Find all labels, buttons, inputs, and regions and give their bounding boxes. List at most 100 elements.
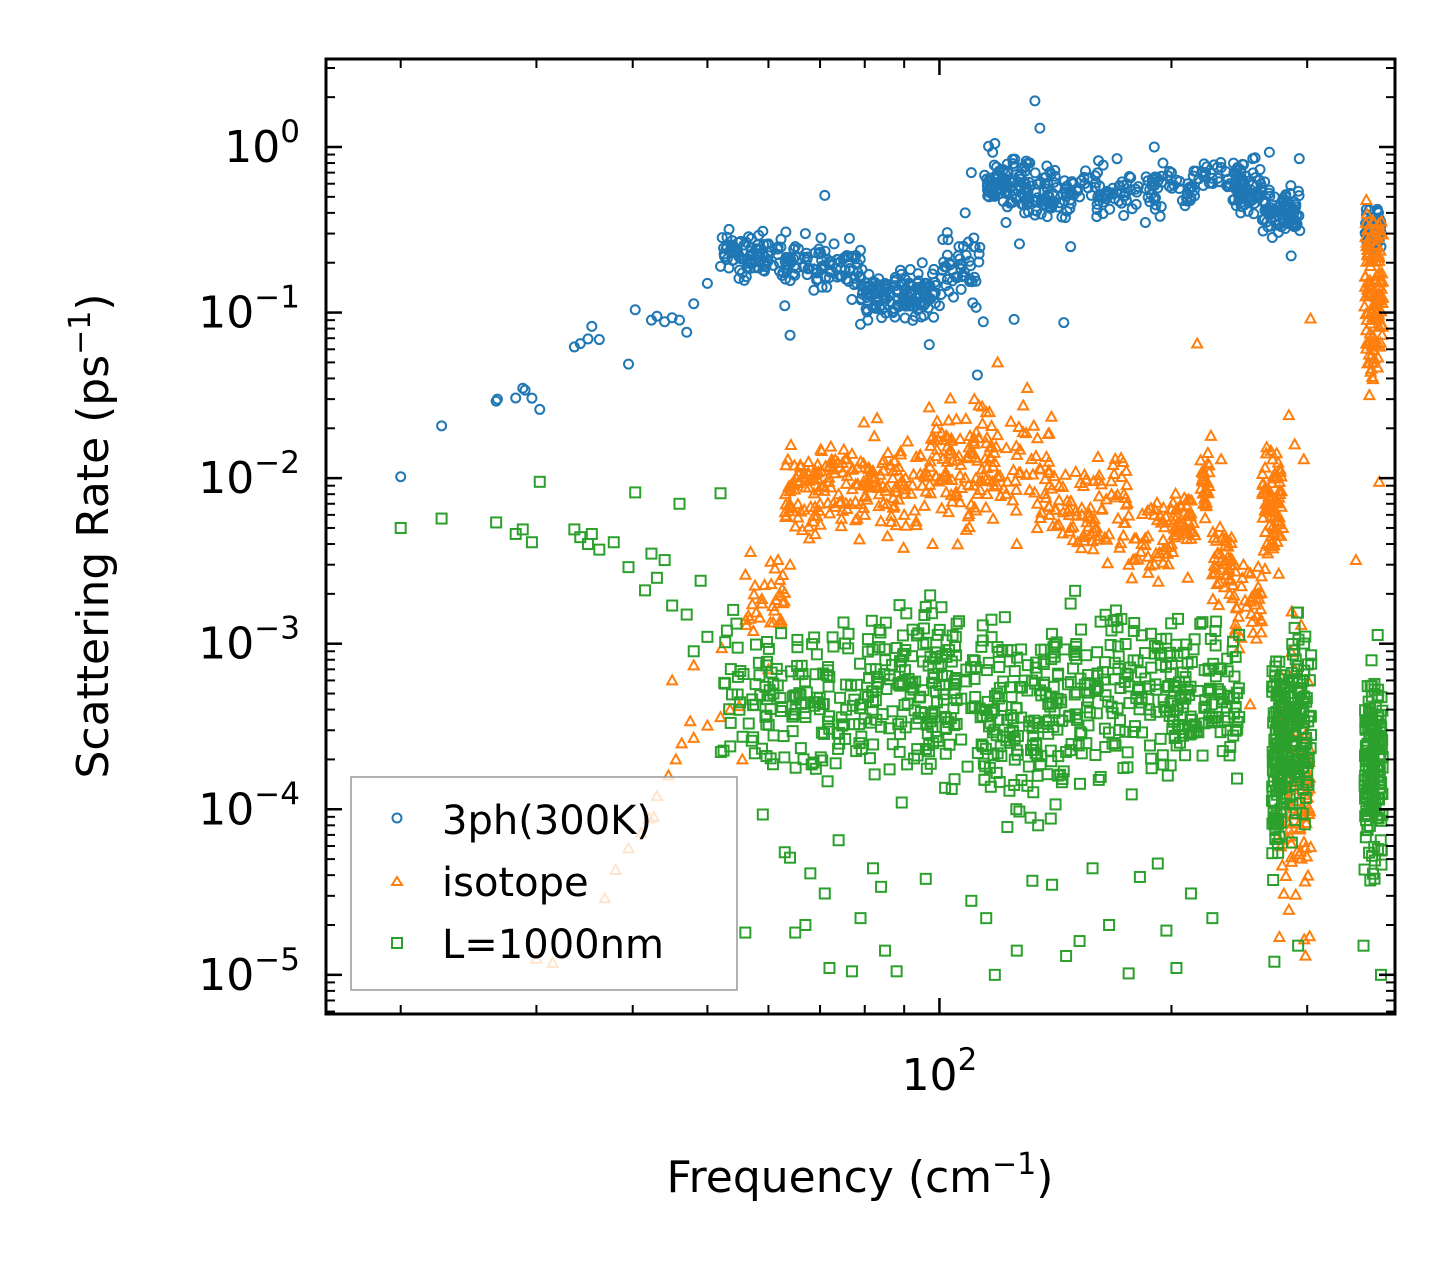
data-point xyxy=(1147,507,1161,520)
data-point-band xyxy=(761,635,774,648)
data-point xyxy=(658,554,671,567)
data-point-band xyxy=(1169,528,1184,541)
data-point-band xyxy=(1359,192,1374,206)
data-point-band xyxy=(1051,723,1064,736)
data-point-band xyxy=(880,529,895,542)
data-point-band xyxy=(1083,526,1098,539)
data-point xyxy=(395,471,407,483)
data-point-band xyxy=(812,273,824,285)
data-point-band xyxy=(892,293,904,305)
data-point-band xyxy=(832,495,847,508)
data-point-band xyxy=(1024,811,1037,824)
data-point-band xyxy=(1172,514,1187,527)
data-point-band xyxy=(1232,189,1244,201)
data-point-band xyxy=(1015,168,1027,180)
data-point-band xyxy=(1205,167,1217,179)
data-point-band xyxy=(1125,788,1138,801)
data-point-band xyxy=(1123,697,1136,710)
data-point xyxy=(846,293,858,305)
data-point-band xyxy=(1248,208,1260,220)
data-point-band xyxy=(979,500,993,513)
data-point xyxy=(1251,586,1265,599)
data-point-band xyxy=(1120,478,1134,491)
data-point-band xyxy=(1030,656,1043,669)
data-point-band xyxy=(893,599,906,612)
data-point-band xyxy=(1242,205,1254,217)
data-point-band xyxy=(1258,460,1272,473)
data-point-band xyxy=(1271,496,1285,509)
data-point xyxy=(629,304,641,316)
data-point-band xyxy=(1374,214,1389,227)
data-point-band xyxy=(921,468,936,481)
data-point-band xyxy=(1106,737,1119,750)
data-point-band xyxy=(1039,490,1053,503)
data-point xyxy=(490,516,503,529)
data-point-band xyxy=(1087,512,1101,525)
data-point-band xyxy=(1138,538,1153,551)
data-point-band xyxy=(724,663,737,676)
data-point-band xyxy=(1248,597,1262,610)
y-tick-label-exponent: −3 xyxy=(254,611,300,647)
data-point-band xyxy=(872,499,886,512)
data-point-band xyxy=(1135,629,1148,642)
data-point-band xyxy=(1172,676,1185,689)
data-point-band xyxy=(1125,571,1139,584)
data-point-band xyxy=(1272,201,1284,213)
data-point-band xyxy=(1166,495,1180,508)
data-point-band xyxy=(935,601,948,614)
data-point-band xyxy=(1275,858,1290,871)
data-point-band xyxy=(834,691,847,704)
data-point-band xyxy=(1075,623,1088,636)
data-point-band xyxy=(764,752,777,765)
y-tick-label: 10−4 xyxy=(198,776,300,835)
data-point-band xyxy=(1297,835,1311,848)
data-point-band xyxy=(1267,874,1280,887)
data-point-band xyxy=(964,661,977,674)
data-point-band xyxy=(1246,625,1260,638)
data-point-band xyxy=(991,161,1003,173)
data-point-band xyxy=(1092,468,1106,481)
data-point-band xyxy=(842,642,855,655)
data-point xyxy=(673,314,685,326)
data-point-band xyxy=(781,452,795,465)
data-point xyxy=(533,475,546,488)
data-point-band xyxy=(982,656,995,669)
data-point-band xyxy=(1210,577,1224,590)
data-point-band xyxy=(1368,228,1382,242)
data-point-band xyxy=(1119,638,1132,651)
data-point-band xyxy=(986,511,1000,524)
data-point-band xyxy=(1272,205,1284,217)
data-point-band xyxy=(1213,519,1227,533)
data-point xyxy=(989,137,1001,149)
data-point-band xyxy=(1145,762,1158,775)
data-point-band xyxy=(1052,493,1066,506)
y-tick-label-base: 10 xyxy=(198,784,254,835)
data-point-band xyxy=(1008,473,1023,486)
data-point-band xyxy=(748,747,761,760)
data-point-band xyxy=(1199,700,1212,713)
data-point-band xyxy=(1157,520,1172,533)
data-point xyxy=(1063,520,1078,533)
legend-box xyxy=(350,776,738,991)
data-point-band xyxy=(1163,180,1175,192)
data-point-band xyxy=(1072,185,1084,197)
data-point-band xyxy=(1291,765,1304,778)
data-point-band xyxy=(1157,758,1170,771)
data-point-band xyxy=(1023,719,1036,732)
data-point-band xyxy=(1222,571,1237,584)
data-point-band xyxy=(1141,529,1155,542)
data-point xyxy=(1073,935,1086,948)
data-point-band xyxy=(1375,290,1390,303)
data-point-band xyxy=(987,479,1001,492)
data-point-band xyxy=(1298,948,1313,961)
legend: 3ph(300K) isotope L=1000nm xyxy=(350,776,738,991)
data-point-band xyxy=(1284,774,1297,787)
data-point-band xyxy=(967,297,979,309)
data-point-band xyxy=(1229,700,1242,713)
data-point xyxy=(983,191,995,203)
data-point-band xyxy=(1362,287,1377,300)
data-point-band xyxy=(931,628,944,641)
data-point-band xyxy=(791,497,805,510)
data-point-band xyxy=(1305,657,1318,670)
data-point xyxy=(582,333,594,345)
